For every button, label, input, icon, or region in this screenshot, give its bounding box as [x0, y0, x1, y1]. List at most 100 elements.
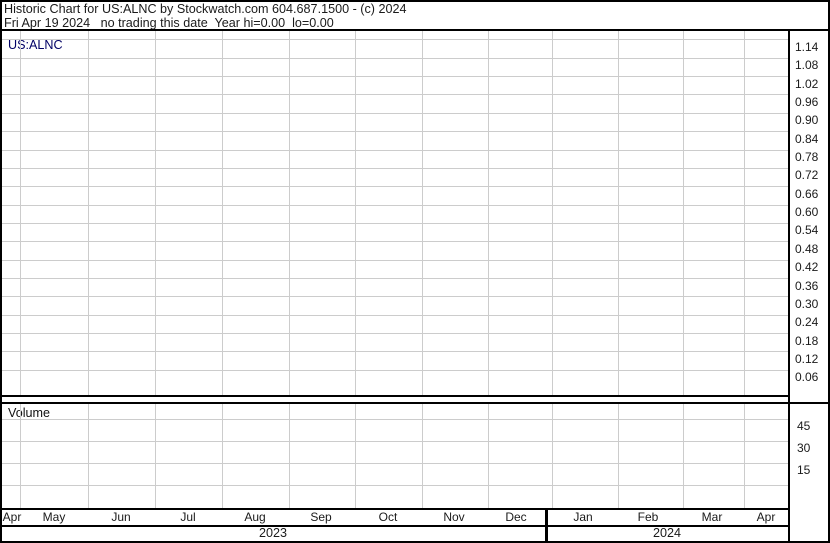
vertical-gridline: [618, 404, 619, 508]
price-axis-tick-label: 0.60: [795, 205, 819, 219]
outer-border-bottom: [0, 541, 830, 543]
month-label: Apr: [2, 510, 22, 524]
month-label: Jun: [111, 510, 131, 524]
vertical-gridline: [618, 31, 619, 395]
horizontal-gridline: [2, 39, 788, 41]
vertical-gridline: [744, 404, 745, 508]
month-label: Jul: [180, 510, 196, 524]
vertical-gridline: [155, 31, 156, 395]
price-axis-tick-label: 1.14: [795, 39, 819, 54]
header-title: Historic Chart for US:ALNC by Stockwatch…: [4, 2, 407, 16]
symbol-label: US:ALNC: [8, 38, 63, 52]
month-label: Sep: [310, 510, 332, 524]
vertical-gridline: [355, 404, 356, 508]
vertical-gridline: [155, 404, 156, 508]
month-label: Mar: [701, 510, 723, 524]
price-axis-tick-label: 0.54: [795, 223, 819, 238]
horizontal-gridline: [2, 419, 788, 420]
horizontal-gridline: [2, 167, 788, 169]
price-axis-tick-label: 0.84: [795, 131, 819, 146]
price-axis-tick-label: 1.02: [795, 76, 819, 91]
horizontal-gridline: [2, 76, 788, 77]
horizontal-gridline: [2, 241, 788, 243]
horizontal-gridline: [2, 204, 788, 206]
month-label: Feb: [637, 510, 659, 524]
outer-border-left: [0, 0, 2, 543]
horizontal-gridline: [2, 112, 788, 114]
outer-border-right: [828, 0, 830, 543]
horizontal-gridline: [2, 259, 788, 261]
price-axis-tick-label: 0.42: [795, 260, 819, 275]
horizontal-gridline: [2, 314, 788, 316]
year-divider: [545, 510, 548, 541]
price-axis-tick-label: 0.90: [795, 113, 819, 128]
vertical-gridline: [422, 404, 423, 508]
horizontal-gridline: [2, 186, 788, 188]
month-label: Jan: [573, 510, 593, 524]
price-axis-tick-label: 0.06: [795, 370, 819, 385]
vertical-gridline: [488, 31, 489, 395]
price-axis-tick-label: 0.36: [795, 278, 819, 293]
header-divider: [0, 29, 830, 31]
vertical-gridline: [355, 31, 356, 395]
price-axis-tick-label: 0.78: [795, 150, 819, 164]
price-axis-tick-label: 0.72: [795, 168, 819, 183]
month-label: Apr: [756, 510, 776, 524]
vertical-gridline: [222, 404, 223, 508]
price-axis-tick-label: 1.08: [795, 58, 819, 73]
volume-axis-tick-label: 45: [797, 419, 811, 433]
vertical-gridline: [20, 31, 21, 395]
vertical-gridline: [744, 31, 745, 395]
vertical-gridline: [422, 31, 423, 395]
vertical-gridline: [222, 31, 223, 395]
year-label: 2023: [258, 526, 288, 540]
horizontal-gridline: [2, 296, 788, 298]
price-axis-tick-label: 0.24: [795, 315, 819, 330]
volume-panel-top-border: [0, 402, 830, 404]
horizontal-gridline: [2, 485, 788, 486]
month-row-bottom-border: [0, 525, 790, 527]
month-row-top-border: [0, 508, 790, 510]
header-status-line: Fri Apr 19 2024 no trading this date Yea…: [4, 15, 334, 30]
vertical-gridline: [88, 404, 89, 508]
horizontal-gridline: [2, 333, 788, 335]
vertical-gridline: [88, 31, 89, 395]
vertical-gridline: [552, 404, 553, 508]
month-label: Aug: [244, 510, 266, 524]
price-axis-tick-label: 0.48: [795, 241, 819, 256]
horizontal-gridline: [2, 351, 788, 353]
horizontal-gridline: [2, 149, 788, 151]
price-axis-tick-label: 0.30: [795, 296, 819, 311]
month-label: May: [42, 510, 66, 524]
month-label: Oct: [378, 510, 398, 524]
horizontal-gridline: [2, 131, 788, 133]
year-label: 2024: [652, 526, 682, 540]
vertical-gridline: [289, 404, 290, 508]
price-axis-tick-label: 0.66: [795, 186, 819, 201]
plot-right-border: [788, 31, 790, 543]
vertical-gridline: [552, 31, 553, 395]
volume-axis-tick-label: 15: [797, 463, 811, 477]
horizontal-gridline: [2, 222, 788, 224]
outer-border-top: [0, 0, 830, 2]
price-axis-tick-label: 0.96: [795, 94, 819, 109]
price-panel-bottom-border: [0, 395, 790, 397]
month-label: Nov: [443, 510, 465, 524]
vertical-gridline: [683, 404, 684, 508]
horizontal-gridline: [2, 94, 788, 96]
horizontal-gridline: [2, 463, 788, 464]
vertical-gridline: [488, 404, 489, 508]
vertical-gridline: [683, 31, 684, 395]
horizontal-gridline: [2, 278, 788, 279]
month-label: Dec: [505, 510, 527, 524]
volume-panel-label: Volume: [8, 406, 51, 420]
horizontal-gridline: [2, 369, 788, 371]
price-axis-tick-label: 0.12: [795, 351, 819, 366]
volume-axis-tick-label: 30: [797, 441, 811, 455]
horizontal-gridline: [2, 57, 788, 59]
horizontal-gridline: [2, 441, 788, 442]
vertical-gridline: [289, 31, 290, 395]
vertical-gridline: [20, 404, 21, 508]
price-axis-tick-label: 0.18: [795, 333, 819, 348]
